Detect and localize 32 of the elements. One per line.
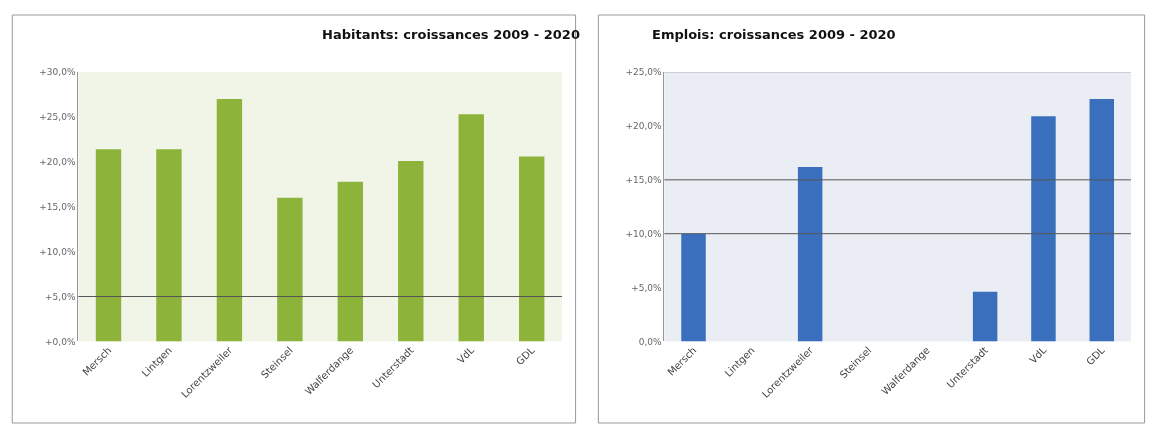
x-tick-label: VdL <box>455 344 477 366</box>
x-tick-label: VdL <box>1027 344 1049 366</box>
bar <box>398 160 424 342</box>
bar <box>681 233 706 342</box>
y-tick-label: +20,0% <box>39 157 76 168</box>
y-tick-label: +10,0% <box>39 246 76 257</box>
bar <box>1089 99 1115 342</box>
bar <box>277 197 303 342</box>
bar <box>797 166 823 342</box>
bar <box>1031 116 1056 342</box>
bar <box>216 99 243 342</box>
y-tick-label: +0,0% <box>45 336 76 347</box>
y-tick-label: +5,0% <box>631 282 662 293</box>
y-tick-label: +15,0% <box>625 174 662 185</box>
bar <box>972 291 998 342</box>
y-tick-label: +20,0% <box>625 121 662 132</box>
y-tick-label: +25,0% <box>39 112 76 123</box>
y-tick-label: +25,0% <box>625 67 662 78</box>
y-tick-label: +5,0% <box>45 291 76 302</box>
bar <box>95 149 122 342</box>
x-tick-label: GDL <box>514 344 537 368</box>
y-tick-label: +30,0% <box>39 67 76 78</box>
chart-title: Habitants: croissances 2009 - 2020 <box>322 27 580 42</box>
y-tick-label: +15,0% <box>39 201 76 212</box>
bar <box>337 181 364 342</box>
x-tick-label: GDL <box>1084 344 1108 368</box>
chart-title: Emplois: croissances 2009 - 2020 <box>652 27 896 42</box>
y-tick-label: +10,0% <box>625 228 662 239</box>
bar <box>458 114 484 342</box>
bar <box>519 156 545 342</box>
y-tick-label: 0,0% <box>638 336 662 347</box>
bar <box>156 149 182 342</box>
